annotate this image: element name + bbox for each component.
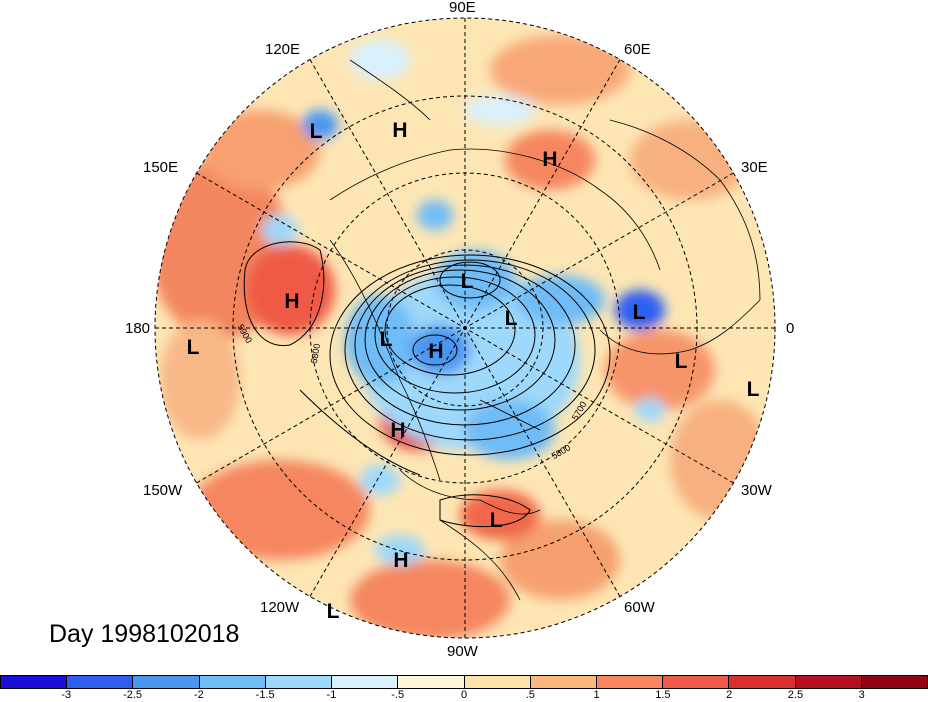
colorbar (0, 675, 928, 689)
colorbar-tick-label: -1.5 (255, 689, 275, 701)
colorbar-swatch (861, 676, 928, 688)
colorbar-swatch (199, 676, 266, 688)
low-center: L (633, 301, 646, 324)
low-center: L (327, 600, 340, 623)
low-center: L (461, 270, 474, 293)
lon-label-120w: 120W (260, 599, 300, 616)
high-center: L (675, 350, 688, 373)
continent-outlines (329, 59, 761, 601)
lon-label-60w: 60W (624, 599, 655, 616)
lon-label-0: 0 (786, 320, 795, 337)
colorbar-tick-label: -3 (61, 689, 72, 701)
low-center: L (747, 378, 760, 401)
colorbar-tick-label: .5 (525, 689, 535, 701)
colorbar-swatch (398, 676, 465, 688)
high-center: H (390, 419, 405, 442)
day-label: Day 1998102018 (49, 620, 240, 648)
colorbar-tick-label: -1 (326, 689, 337, 701)
lon-label-30e: 30E (741, 159, 768, 176)
low-center: L (310, 120, 323, 143)
high-center: H (392, 119, 407, 142)
colorbar-tick-label: 0 (460, 689, 468, 701)
colorbar-tick-label: -.5 (391, 689, 405, 701)
anomaly-shading (155, 18, 775, 638)
colorbar-tick-label: 3 (858, 689, 865, 701)
high-center: H (284, 290, 299, 313)
colorbar-swatch (795, 676, 862, 688)
colorbar-swatch (530, 676, 597, 688)
lon-label-60e: 60E (624, 41, 651, 58)
graticule (154, 17, 776, 639)
colorbar-swatch (133, 676, 200, 688)
colorbar-tick-label: -2.5 (123, 689, 143, 701)
colorbar-tick-label: 2 (726, 689, 733, 701)
colorbar-swatch (596, 676, 664, 688)
low-center: L (505, 307, 518, 330)
contour-label-5800-west: 5800 (309, 343, 322, 364)
colorbar-swatch (332, 676, 399, 688)
high-center: H (542, 148, 557, 171)
low-center: L (380, 328, 393, 351)
colorbar-swatch (67, 676, 134, 688)
lon-label-180: 180 (125, 320, 151, 337)
pressure-centers: L H H H L L L L L H L L H L H L (187, 119, 760, 623)
colorbar-swatch (663, 676, 730, 688)
low-center: H (428, 340, 443, 363)
lon-label-120e: 120E (265, 41, 301, 58)
low-center: H (393, 549, 408, 572)
low-center: L (187, 336, 200, 359)
colorbar-swatch (729, 676, 796, 688)
lon-label-30w: 30W (741, 482, 772, 499)
colorbar-tick-label: 1 (593, 689, 600, 701)
colorbar-swatch (464, 676, 531, 688)
colorbar-tick-label: -2 (193, 689, 204, 701)
lon-label-150w: 150W (143, 482, 183, 499)
lon-label-150e: 150E (143, 159, 179, 176)
lon-label-90e: 90E (449, 0, 476, 16)
high-center: L (490, 509, 503, 532)
colorbar-tick-label: 1.5 (655, 689, 671, 701)
lon-label-90w: 90W (447, 643, 478, 660)
colorbar-swatch (265, 676, 333, 688)
colorbar-tick-label: 2.5 (787, 689, 804, 701)
colorbar-swatch (1, 676, 68, 688)
